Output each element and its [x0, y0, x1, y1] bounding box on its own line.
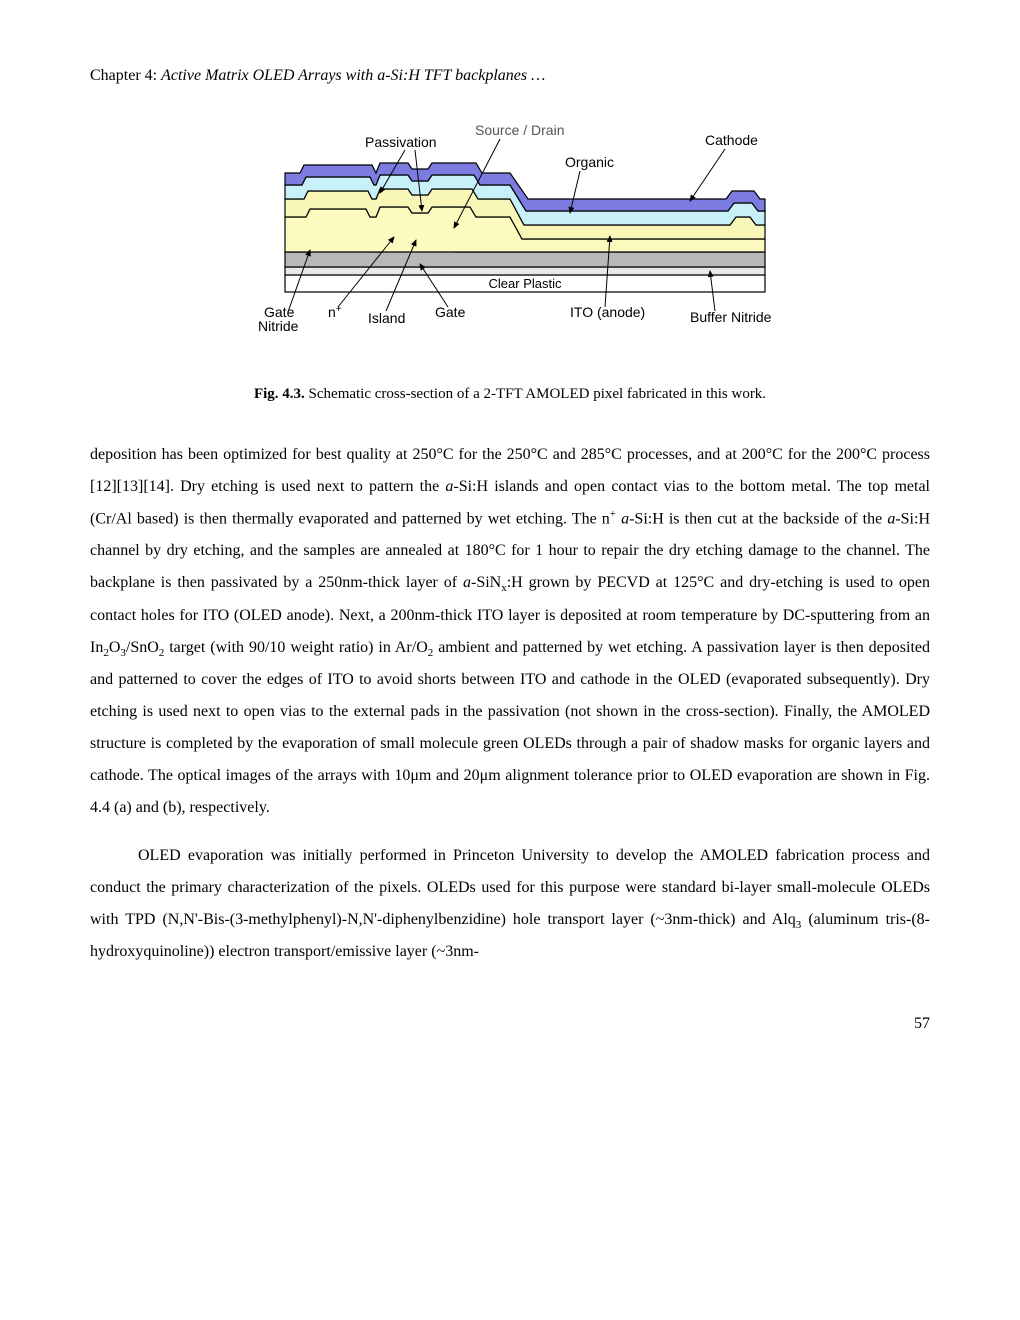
svg-text:Cathode: Cathode [705, 132, 758, 148]
caption-label: Fig. 4.3. [254, 386, 305, 402]
svg-text:n+: n+ [328, 304, 342, 321]
chapter-title: Active Matrix OLED Arrays with a-Si:H TF… [161, 67, 545, 84]
body-paragraph-2: OLED evaporation was initially performed… [90, 840, 930, 968]
chapter-prefix: Chapter 4: [90, 67, 161, 84]
svg-text:Nitride: Nitride [258, 318, 299, 334]
cross-section-diagram: Clear Plastic Source / Drain Passivation Ca… [210, 117, 810, 347]
caption-text: Schematic cross-section of a 2-TFT AMOLE… [305, 386, 766, 402]
svg-text:Clear Plastic: Clear Plastic [489, 276, 562, 291]
body-paragraph-1: deposition has been optimized for best q… [90, 439, 930, 824]
chapter-header: Chapter 4: Active Matrix OLED Arrays wit… [90, 60, 930, 92]
svg-text:Passivation: Passivation [365, 134, 437, 150]
svg-text:Buffer Nitride: Buffer Nitride [690, 309, 772, 325]
svg-text:Organic: Organic [565, 154, 614, 170]
svg-text:Gate: Gate [435, 304, 466, 320]
svg-text:Source / Drain: Source / Drain [475, 122, 564, 138]
figure-caption: Fig. 4.3. Schematic cross-section of a 2… [90, 379, 930, 409]
page-number: 57 [90, 1008, 930, 1040]
svg-text:Island: Island [368, 310, 405, 326]
figure-4-3: Clear Plastic Source / Drain Passivation Ca… [90, 117, 930, 359]
svg-text:ITO (anode): ITO (anode) [570, 304, 645, 320]
